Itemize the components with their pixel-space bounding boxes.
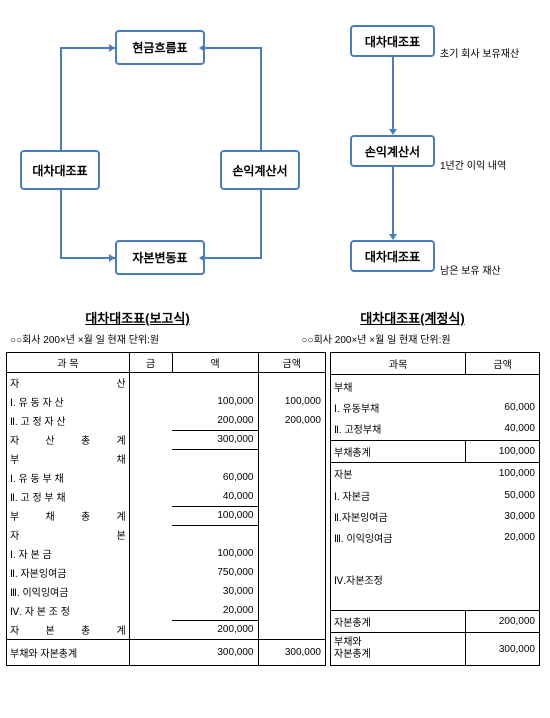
label-initial-assets: 초기 회사 보유재산 bbox=[440, 45, 519, 60]
row-fixed-liab: Ⅱ. 고 정 부 채 bbox=[7, 487, 130, 506]
val-re: 30,000 bbox=[172, 582, 258, 601]
val-fa1: 200,000 bbox=[172, 411, 258, 430]
v2-cl: 60,000 bbox=[466, 397, 540, 418]
row-liabilities: 부 채 bbox=[7, 449, 130, 468]
subtitles: ○○회사 200×년 ×월 일 현재 단위:원 ○○회사 200×년 ×월 일 … bbox=[0, 329, 550, 352]
th-account: 과 목 bbox=[7, 353, 130, 373]
table-titles: 대차대조표(보고식) 대차대조표(계정식) bbox=[0, 300, 550, 329]
r2-fl: Ⅱ. 고정부채 bbox=[331, 418, 466, 440]
title-report-form: 대차대조표(보고식) bbox=[85, 308, 189, 327]
val-cadj: 20,000 bbox=[172, 601, 258, 620]
row-equity: 자 본 bbox=[7, 525, 130, 544]
r2-cadj: Ⅳ.자본조정 bbox=[331, 569, 466, 590]
row-ret-earnings: Ⅲ. 이익잉여금 bbox=[7, 582, 130, 601]
tables-container: 과 목금액금액 자 산 Ⅰ. 유 동 자 산100,000100,000 Ⅱ. … bbox=[0, 352, 550, 666]
row-total-assets: 자 산 총 계 bbox=[7, 430, 130, 449]
th-amt2: 액 bbox=[172, 353, 258, 373]
val-fa2: 200,000 bbox=[258, 411, 326, 430]
v2-cs: 30,000 bbox=[466, 506, 540, 527]
val-tle1: 300,000 bbox=[172, 640, 258, 666]
node-income-stmt: 손익계산서 bbox=[220, 150, 300, 190]
v2-te: 200,000 bbox=[466, 610, 540, 632]
th2-account: 과목 bbox=[331, 353, 466, 375]
node-balance-sheet: 대차대조표 bbox=[20, 150, 100, 190]
v2-tle: 300,000 bbox=[466, 633, 540, 666]
val-cl: 60,000 bbox=[172, 468, 258, 487]
r2-tle: 부채와자본총계 bbox=[331, 633, 466, 666]
subtitle-left: ○○회사 200×년 ×월 일 현재 단위:원 bbox=[10, 331, 302, 346]
v2-tl: 100,000 bbox=[466, 440, 540, 462]
v2-re: 20,000 bbox=[466, 527, 540, 548]
right-diagram: 대차대조표 손익계산서 대차대조표 초기 회사 보유재산 1년간 이익 내역 남… bbox=[320, 10, 540, 290]
val-fl: 40,000 bbox=[172, 487, 258, 506]
row-assets: 자 산 bbox=[7, 373, 130, 393]
th-amt1: 금 bbox=[129, 353, 172, 373]
row-total-le: 부채와 자본총계 bbox=[7, 640, 130, 666]
row-fixed-assets: Ⅱ. 고 정 자 산 bbox=[7, 411, 130, 430]
val-ca2: 100,000 bbox=[258, 392, 326, 411]
left-diagram: 현금흐름표 대차대조표 손익계산서 자본변동표 bbox=[5, 10, 315, 290]
r2-equity: 자본 bbox=[331, 463, 466, 485]
r2-cs: Ⅱ.자본잉여금 bbox=[331, 506, 466, 527]
v2-eq: 100,000 bbox=[466, 463, 540, 485]
subtitle-right: ○○회사 200×년 ×월 일 현재 단위:원 bbox=[302, 331, 451, 346]
val-cap: 100,000 bbox=[172, 544, 258, 563]
label-year-profit: 1년간 이익 내역 bbox=[440, 157, 506, 172]
val-tl: 100,000 bbox=[172, 506, 258, 525]
row-total-liab: 부 채 총 계 bbox=[7, 506, 130, 525]
th-amt3: 금액 bbox=[258, 353, 326, 373]
node-cash-flow: 현금흐름표 bbox=[115, 30, 205, 65]
table-report-form: 과 목금액금액 자 산 Ⅰ. 유 동 자 산100,000100,000 Ⅱ. … bbox=[6, 352, 326, 666]
val-ta: 300,000 bbox=[172, 430, 258, 449]
th2-amt: 금액 bbox=[466, 353, 540, 375]
node-bs1: 대차대조표 bbox=[350, 25, 435, 57]
row-cap-surplus: Ⅱ. 자본잉여금 bbox=[7, 563, 130, 582]
node-equity: 자본변동표 bbox=[115, 240, 205, 275]
r2-te: 자본총계 bbox=[331, 610, 466, 632]
r2-re: Ⅲ. 이익잉여금 bbox=[331, 527, 466, 548]
r2-tl: 부채총계 bbox=[331, 440, 466, 462]
val-te: 200,000 bbox=[172, 620, 258, 640]
node-bs2: 대차대조표 bbox=[350, 240, 435, 272]
title-account-form: 대차대조표(계정식) bbox=[360, 308, 464, 327]
val-cs: 750,000 bbox=[172, 563, 258, 582]
val-ca1: 100,000 bbox=[172, 392, 258, 411]
node-income: 손익계산서 bbox=[350, 135, 435, 167]
row-cap-adj: Ⅳ. 자 본 조 정 bbox=[7, 601, 130, 620]
r2-liab: 부채 bbox=[331, 375, 466, 397]
v2-fl: 40,000 bbox=[466, 418, 540, 440]
r2-cap: Ⅰ. 자본금 bbox=[331, 485, 466, 506]
val-tle2: 300,000 bbox=[258, 640, 326, 666]
v2-cap: 50,000 bbox=[466, 485, 540, 506]
label-remaining: 남은 보유 재산 bbox=[440, 262, 501, 277]
row-current-liab: Ⅰ. 유 동 부 채 bbox=[7, 468, 130, 487]
row-capital: Ⅰ. 자 본 금 bbox=[7, 544, 130, 563]
r2-cl: Ⅰ. 유동부채 bbox=[331, 397, 466, 418]
table-account-form: 과목금액 부채 Ⅰ. 유동부채60,000 Ⅱ. 고정부채40,000 부채총계… bbox=[330, 352, 540, 666]
row-current-assets: Ⅰ. 유 동 자 산 bbox=[7, 392, 130, 411]
row-total-equity: 자 본 총 계 bbox=[7, 620, 130, 640]
diagrams-container: 현금흐름표 대차대조표 손익계산서 자본변동표 대차대조표 손익계산서 대차대조… bbox=[0, 0, 550, 300]
